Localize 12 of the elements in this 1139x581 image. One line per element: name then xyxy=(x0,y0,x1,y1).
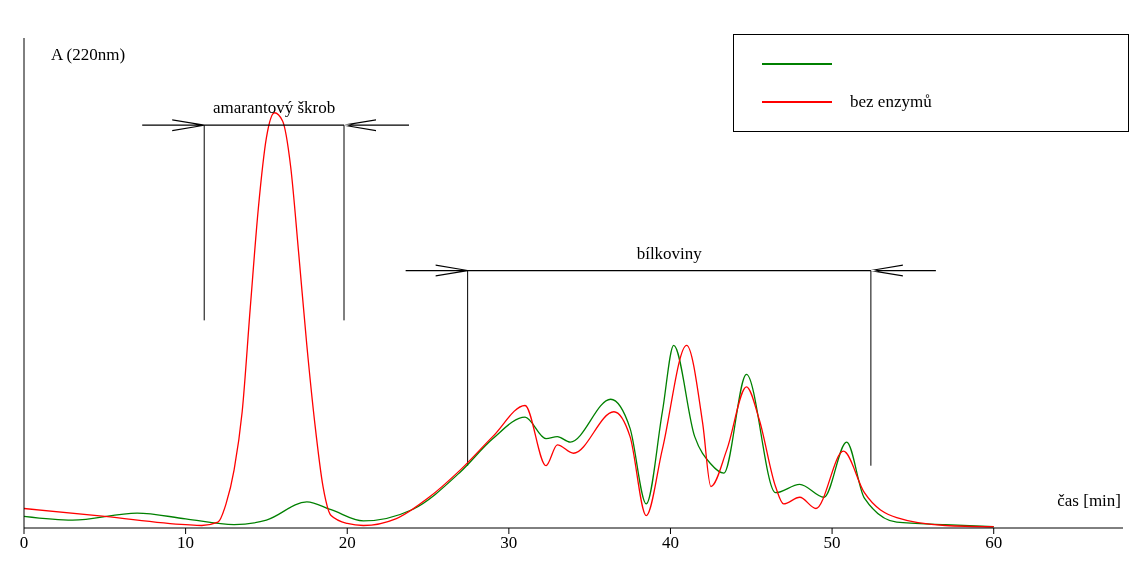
x-tick-label: 50 xyxy=(823,533,841,553)
y-axis-title: A (220nm) xyxy=(51,45,126,65)
x-tick-label: 20 xyxy=(338,533,356,553)
x-tick-label: 30 xyxy=(500,533,518,553)
annotation: amarantový škrob xyxy=(212,98,336,118)
x-tick-label: 60 xyxy=(985,533,1003,553)
x-tick-label: 40 xyxy=(661,533,679,553)
annotation: bílkoviny xyxy=(636,243,703,263)
x-tick-label: 10 xyxy=(177,533,195,553)
x-tick-label: 0 xyxy=(19,533,29,553)
x-axis-title: čas [min] xyxy=(1057,491,1121,511)
legend-label: bez enzymů xyxy=(850,92,932,112)
